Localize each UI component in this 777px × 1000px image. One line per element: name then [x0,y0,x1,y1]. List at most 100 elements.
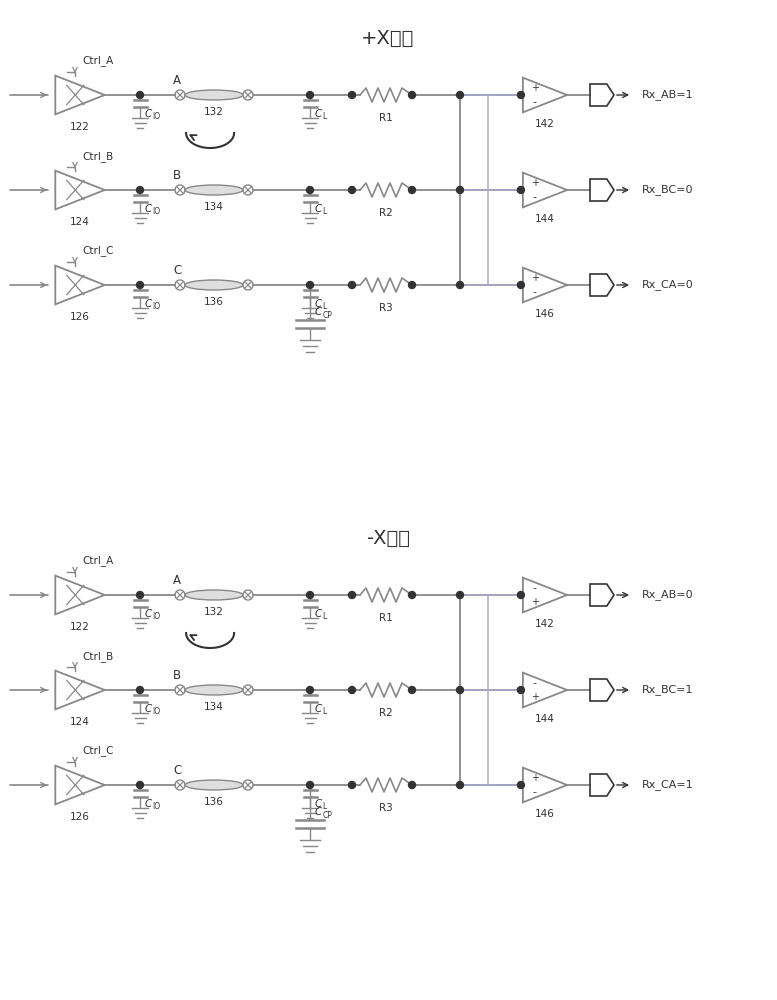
Text: Ctrl_C: Ctrl_C [82,246,113,256]
Text: L: L [322,207,326,216]
Circle shape [457,686,464,694]
Text: Ctrl_B: Ctrl_B [82,651,113,662]
Text: -: - [533,287,537,297]
Text: L: L [322,302,326,311]
Circle shape [349,92,356,99]
Text: IO: IO [152,802,160,811]
Text: -: - [533,97,537,107]
Circle shape [349,782,356,788]
Text: R2: R2 [379,708,393,718]
Ellipse shape [185,590,243,600]
Text: +: + [531,273,538,283]
Circle shape [409,686,416,694]
Circle shape [517,591,524,598]
Text: C: C [315,307,322,317]
Text: C: C [173,264,181,277]
Text: C: C [145,204,152,214]
Text: C: C [315,109,322,119]
Text: C: C [315,704,322,714]
Text: 124: 124 [70,717,90,727]
Text: Ctrl_C: Ctrl_C [82,746,113,756]
Text: 142: 142 [535,619,555,629]
Text: +: + [531,773,538,783]
Text: C: C [145,609,152,619]
Text: CP: CP [323,811,333,820]
Circle shape [457,92,464,99]
Text: 124: 124 [70,217,90,227]
Circle shape [409,591,416,598]
Text: -: - [533,787,537,797]
Text: IO: IO [152,302,160,311]
Text: Rx_BC=0: Rx_BC=0 [642,185,694,195]
Text: 132: 132 [204,607,224,617]
Text: 126: 126 [70,812,90,822]
Text: Rx_AB=0: Rx_AB=0 [642,590,694,600]
Text: Ctrl_A: Ctrl_A [82,56,113,66]
Text: IO: IO [152,707,160,716]
Circle shape [306,782,313,788]
Circle shape [137,186,144,194]
Ellipse shape [185,280,243,290]
Circle shape [517,92,524,99]
Text: Rx_CA=1: Rx_CA=1 [642,780,694,790]
Text: C: C [315,799,322,809]
Circle shape [306,282,313,288]
Text: B: B [173,669,181,682]
Text: C: C [173,764,181,777]
Text: 136: 136 [204,297,224,307]
Circle shape [517,686,524,694]
Circle shape [457,186,464,194]
Circle shape [409,782,416,788]
Ellipse shape [185,780,243,790]
Text: +: + [531,597,538,607]
Text: -: - [533,678,537,688]
Ellipse shape [185,90,243,100]
Text: L: L [322,802,326,811]
Circle shape [457,591,464,598]
Text: 144: 144 [535,214,555,224]
Text: -: - [533,583,537,593]
Text: +: + [531,692,538,702]
Text: 136: 136 [204,797,224,807]
Text: Ctrl_A: Ctrl_A [82,556,113,566]
Text: C: C [145,799,152,809]
Text: C: C [315,807,322,817]
Text: CP: CP [323,311,333,320]
Text: C: C [145,109,152,119]
Text: 126: 126 [70,312,90,322]
Circle shape [517,782,524,788]
Text: Rx_CA=0: Rx_CA=0 [642,280,694,290]
Text: 142: 142 [535,119,555,129]
Circle shape [517,186,524,194]
Text: +: + [531,83,538,93]
Text: 122: 122 [70,122,90,132]
Text: R3: R3 [379,803,393,813]
Circle shape [137,686,144,694]
Text: 146: 146 [535,309,555,319]
Text: L: L [322,612,326,621]
Text: C: C [315,299,322,309]
Circle shape [137,591,144,598]
Circle shape [349,686,356,694]
Circle shape [349,186,356,194]
Text: C: C [145,299,152,309]
Circle shape [137,782,144,788]
Text: +: + [531,178,538,188]
Text: R1: R1 [379,113,393,123]
Ellipse shape [185,685,243,695]
Text: 134: 134 [204,202,224,212]
Text: L: L [322,707,326,716]
Text: IO: IO [152,207,160,216]
Circle shape [517,282,524,288]
Text: R1: R1 [379,613,393,623]
Text: C: C [315,609,322,619]
Text: Rx_AB=1: Rx_AB=1 [642,90,694,100]
Circle shape [349,282,356,288]
Circle shape [409,92,416,99]
Circle shape [137,92,144,99]
Circle shape [409,186,416,194]
Text: IO: IO [152,112,160,121]
Circle shape [457,782,464,788]
Text: 146: 146 [535,809,555,819]
Text: C: C [315,204,322,214]
